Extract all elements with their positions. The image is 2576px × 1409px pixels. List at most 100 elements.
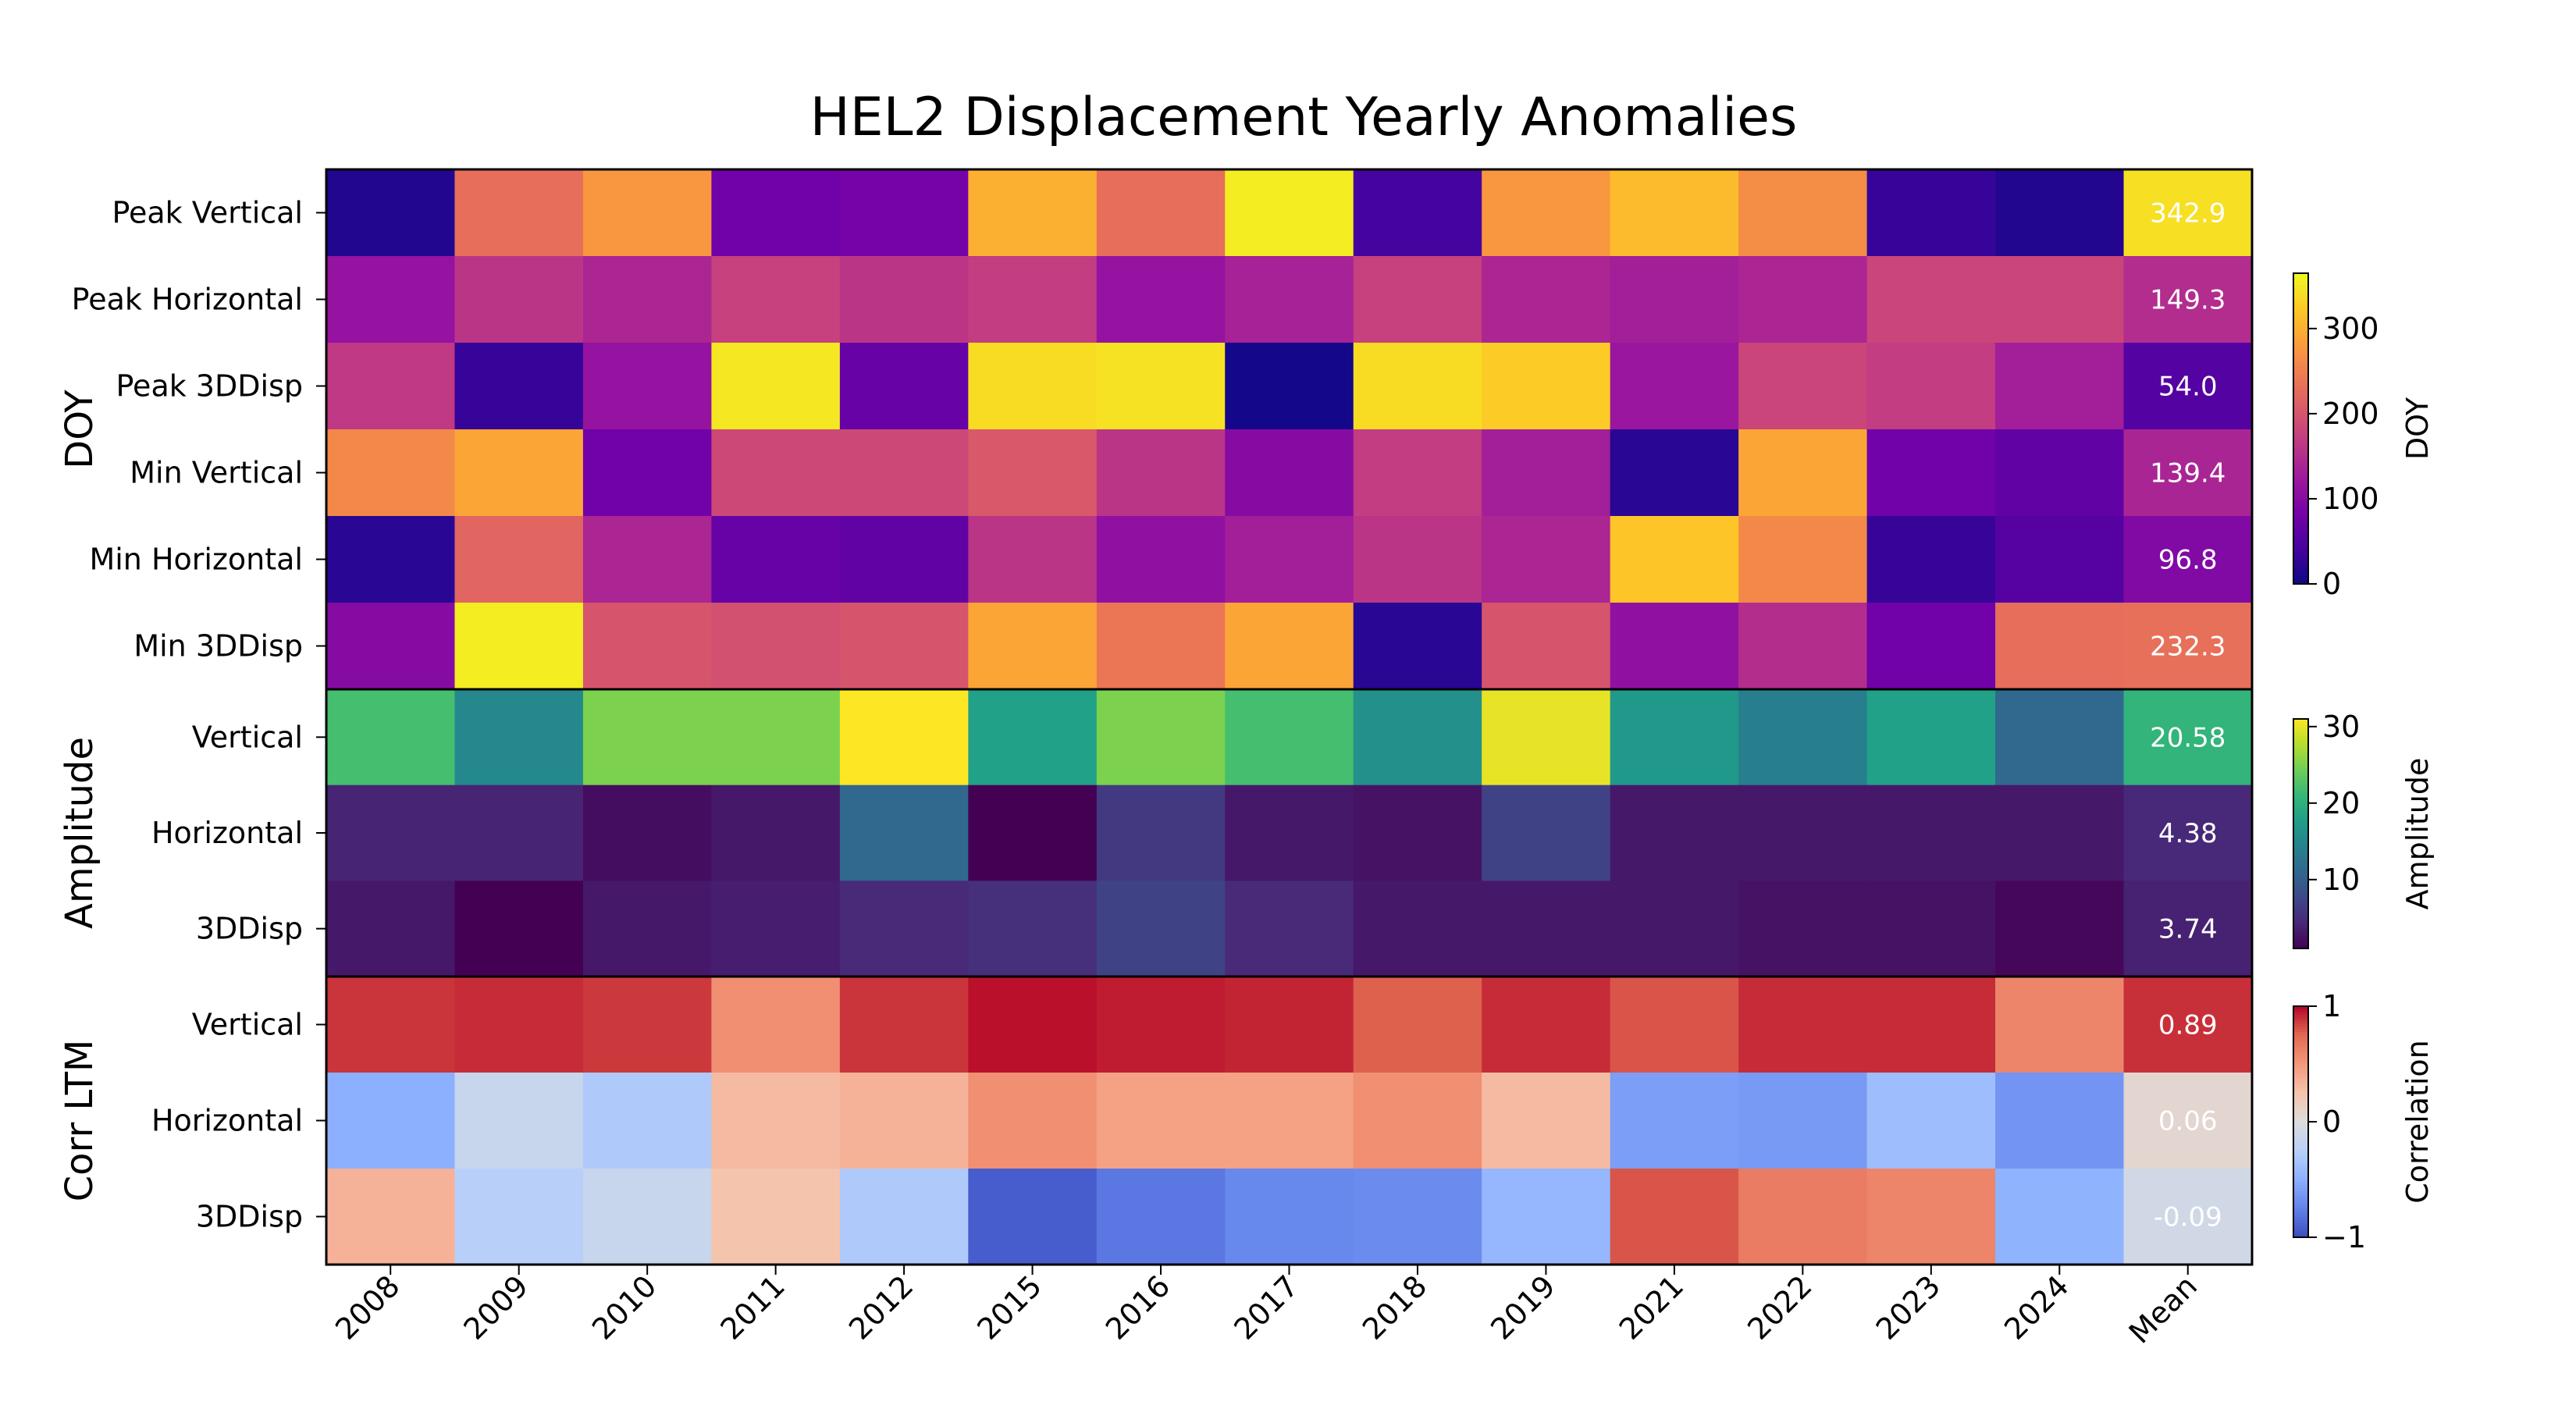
colorbar-segment	[2293, 785, 2308, 788]
x-tick-label: 2016	[1099, 1268, 1177, 1347]
colorbar-segment	[2293, 888, 2308, 892]
colorbar-segment	[2293, 802, 2308, 806]
colorbar-segment	[2293, 323, 2308, 329]
heatmap-cell	[968, 881, 1098, 977]
colorbar-segment	[2293, 405, 2308, 410]
colorbar-segment	[2293, 284, 2308, 290]
colorbar-segment	[2293, 868, 2308, 872]
colorbar-segment	[2293, 292, 2308, 297]
heatmap-cell	[1225, 1169, 1354, 1265]
x-tick-label: 2015	[970, 1268, 1048, 1347]
colorbar-segment	[2293, 724, 2308, 728]
mean-value-label: 4.38	[2158, 818, 2218, 849]
heatmap-cell	[1096, 429, 1226, 517]
x-tick-label: 2012	[842, 1268, 920, 1347]
colorbar-segment	[2293, 311, 2308, 317]
row-label: Min Horizontal	[89, 543, 303, 577]
colorbar-segment	[2293, 549, 2308, 553]
colorbar-segment	[2293, 1069, 2308, 1073]
colorbar-segment	[2293, 374, 2308, 379]
colorbar-segment	[2293, 366, 2308, 372]
colorbar-segment	[2293, 736, 2308, 740]
colorbar-segment	[2293, 1098, 2308, 1102]
heatmap-cell	[1353, 881, 1482, 977]
heatmap-cell	[1866, 169, 1996, 257]
heatmap-cell	[711, 343, 841, 430]
heatmap-cell	[1482, 516, 1611, 603]
colorbar-segment	[2293, 529, 2308, 535]
mean-value-label: 0.06	[2158, 1106, 2218, 1137]
colorbar-segment	[2293, 479, 2308, 484]
colorbar-segment	[2293, 467, 2308, 472]
colorbar-segment	[2293, 1046, 2308, 1051]
x-tick-label: 2008	[329, 1268, 407, 1347]
heatmap-cell	[1738, 169, 1868, 257]
x-tick-label: 2009	[457, 1268, 535, 1347]
colorbar-segment	[2293, 865, 2308, 869]
colorbar-segment	[2293, 1199, 2308, 1204]
colorbar-segment	[2293, 486, 2308, 492]
heatmap-cell	[1225, 1073, 1354, 1169]
heatmap-cell	[1738, 343, 1868, 430]
row-label: 3DDisp	[196, 912, 303, 946]
colorbar-segment	[2293, 409, 2308, 414]
colorbar-segment	[2293, 1151, 2308, 1155]
colorbar-segment	[2293, 521, 2308, 527]
heatmap-cell	[968, 1073, 1098, 1169]
heatmap-cell	[1866, 689, 1996, 786]
colorbar-frame	[2293, 272, 2309, 585]
colorbar-segment	[2293, 879, 2308, 884]
colorbar-segment	[2293, 856, 2308, 860]
heatmap-cell	[1738, 785, 1868, 881]
heatmap-cell	[1225, 256, 1354, 343]
heatmap-cell	[839, 169, 969, 257]
colorbar-segment	[2293, 1110, 2308, 1114]
heatmap-cell	[1353, 689, 1482, 786]
mean-cell	[2123, 1169, 2252, 1265]
colorbar-segment	[2293, 1073, 2308, 1076]
heatmap-cell	[1995, 785, 2125, 881]
colorbar-segment	[2293, 930, 2308, 935]
heatmap-cell	[326, 977, 456, 1073]
colorbar-segment	[2293, 1231, 2308, 1236]
colorbar-tick-label: 0	[2322, 1105, 2341, 1139]
heatmap-cell	[1610, 169, 1739, 257]
colorbar-segment	[2293, 382, 2308, 387]
colorbar-segment	[2293, 790, 2308, 795]
colorbar-segment	[2293, 471, 2308, 476]
colorbar-segment	[2293, 580, 2308, 585]
group-label: Corr LTM	[58, 1040, 101, 1202]
colorbar-segment	[2293, 533, 2308, 539]
heatmap-cell	[454, 343, 584, 430]
heatmap-cell	[1610, 603, 1739, 690]
colorbar-segment	[2293, 805, 2308, 809]
x-tick-label: Mean	[2122, 1268, 2204, 1350]
colorbar-segment	[2293, 1180, 2308, 1183]
colorbar-segment	[2293, 859, 2308, 863]
colorbar-segment	[2293, 1029, 2308, 1034]
colorbar-segment	[2293, 842, 2308, 846]
colorbar-segment	[2293, 280, 2308, 286]
colorbar-segment	[2293, 928, 2308, 932]
heatmap-cell	[968, 256, 1098, 343]
heatmap-cell	[1610, 516, 1739, 603]
heatmap-cell	[1482, 881, 1611, 977]
colorbar-segment	[2293, 834, 2308, 838]
colorbar-segment	[2293, 568, 2308, 573]
colorbar-tick-label: 30	[2322, 710, 2360, 744]
colorbar-segment	[2293, 490, 2308, 496]
colorbar-tick-label: 1	[2322, 989, 2341, 1023]
heatmap-cell	[1995, 516, 2125, 603]
heatmap-cell	[1482, 689, 1611, 786]
colorbar-segment	[2293, 1075, 2308, 1080]
colorbar-segment	[2293, 1226, 2308, 1229]
heatmap-cell	[454, 977, 584, 1073]
colorbar-segment	[2293, 1168, 2308, 1172]
colorbar-segment	[2293, 719, 2308, 723]
colorbar-segment	[2293, 1064, 2308, 1068]
colorbar-segment	[2293, 942, 2308, 947]
colorbar-segment	[2293, 1061, 2308, 1065]
mean-value-label: 0.89	[2158, 1010, 2218, 1041]
colorbar-segment	[2293, 1093, 2308, 1097]
